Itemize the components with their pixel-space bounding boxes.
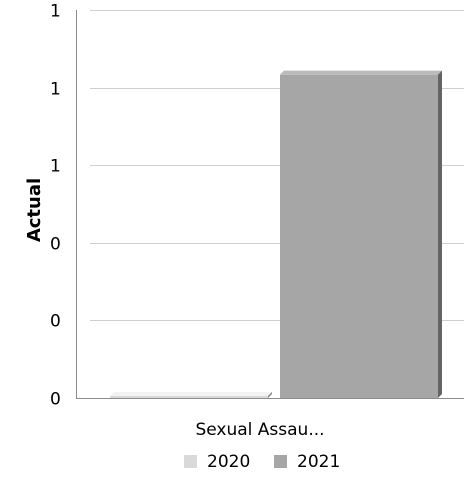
bar-2020 xyxy=(110,392,272,398)
bar-top xyxy=(110,392,272,396)
bars xyxy=(110,70,442,399)
bar-front xyxy=(110,396,268,398)
bar-front xyxy=(280,74,438,399)
legend-item-2021: 2021 xyxy=(274,452,340,472)
legend-label: 2021 xyxy=(297,452,340,472)
y-tick-label: 0 xyxy=(50,312,61,332)
y-tick-label: 0 xyxy=(50,390,61,410)
y-tick-labels: 0 0 0 1 1 1 xyxy=(50,2,61,410)
x-tick-labels: Sexual Assau... xyxy=(195,420,324,440)
axes xyxy=(76,10,464,399)
bar-side xyxy=(268,392,272,398)
bar-side xyxy=(438,70,442,399)
bar-2021 xyxy=(280,70,442,399)
bar-top xyxy=(280,70,442,75)
y-tick-label: 1 xyxy=(50,157,61,177)
y-tick-label: 1 xyxy=(50,2,61,22)
y-tick-label: 0 xyxy=(50,235,61,255)
legend: 2020 2021 xyxy=(184,452,340,472)
legend-swatch xyxy=(274,455,287,468)
legend-item-2020: 2020 xyxy=(184,452,250,472)
y-tick-label: 1 xyxy=(50,80,61,100)
legend-label: 2020 xyxy=(207,452,250,472)
y-axis-title: Actual xyxy=(24,178,45,242)
x-tick-label: Sexual Assau... xyxy=(195,420,324,440)
legend-swatch xyxy=(184,455,197,468)
